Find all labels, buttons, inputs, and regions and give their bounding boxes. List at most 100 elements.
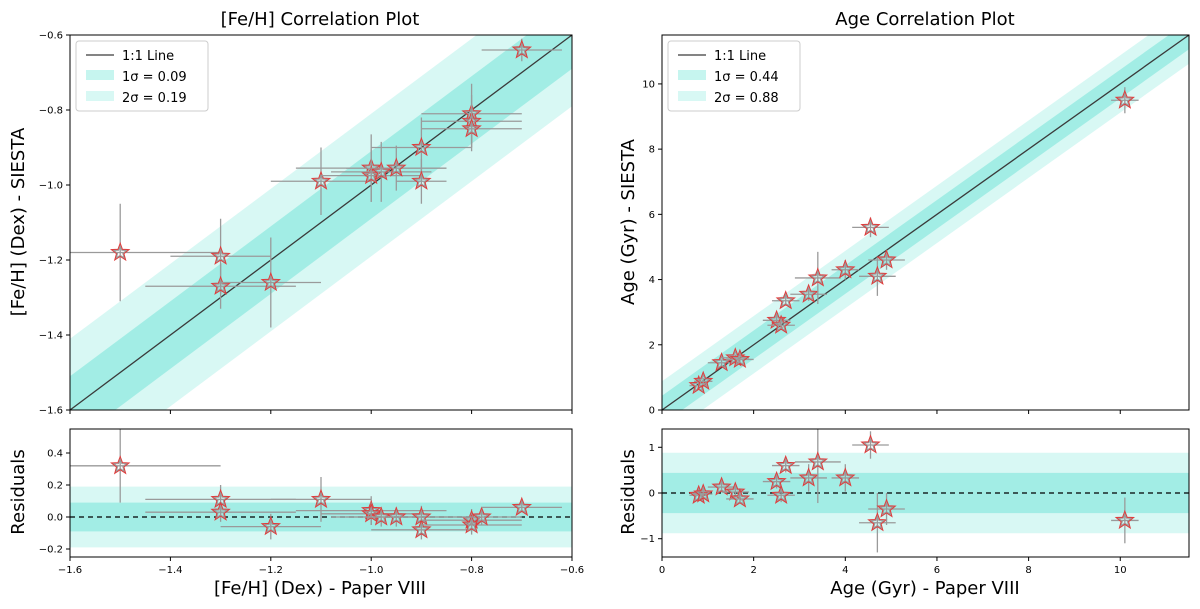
feh-xtick-label: −1.0 bbox=[359, 565, 383, 576]
age-point-star bbox=[860, 216, 881, 237]
age-point-star bbox=[835, 259, 856, 279]
feh-ytick-label: −1.6 bbox=[39, 406, 63, 417]
age-residual-star bbox=[729, 488, 751, 508]
feh-res-ytick-label: −0.2 bbox=[39, 545, 63, 556]
feh-residual-star bbox=[471, 506, 492, 526]
age-residual-star-inner bbox=[879, 501, 895, 516]
feh-legend: 1:1 Line 1σ = 0.09 2σ = 0.19 bbox=[75, 40, 209, 112]
age-point-star-inner bbox=[732, 351, 748, 366]
age-point-star-inner bbox=[837, 261, 853, 277]
feh-residual-star bbox=[386, 506, 407, 526]
feh-point-star bbox=[260, 271, 282, 292]
age-residual-point bbox=[762, 470, 791, 491]
age-residual-star-inner bbox=[695, 485, 711, 501]
feh-residual-panel: Residuals [Fe/H] (Dex) - Paper VIII −0.2… bbox=[8, 428, 584, 599]
age-xtick-label: 2 bbox=[750, 565, 756, 576]
age-residual-ylabel: Residuals bbox=[618, 449, 639, 534]
feh-residual-ylabel: Residuals bbox=[8, 449, 29, 534]
age-ytick-label: 2 bbox=[649, 340, 655, 351]
age-point-star bbox=[807, 267, 829, 287]
age-point bbox=[693, 370, 714, 390]
feh-point-star bbox=[411, 170, 432, 190]
feh-point-star bbox=[371, 161, 392, 181]
age-residual-star bbox=[1114, 509, 1136, 530]
feh-legend-box bbox=[75, 40, 209, 112]
feh-residual-star-inner bbox=[112, 457, 128, 473]
feh-res-plot-area bbox=[70, 429, 572, 548]
age-residual-star bbox=[798, 467, 819, 487]
age-residual-star bbox=[867, 512, 888, 532]
feh-point-star bbox=[210, 245, 231, 265]
feh-point-star-inner bbox=[413, 173, 429, 188]
feh-one-to-one-line bbox=[70, 35, 572, 410]
feh-legend-label: 1:1 Line bbox=[122, 49, 174, 64]
age-point-star bbox=[688, 374, 709, 395]
age-point-star-inner bbox=[869, 268, 885, 283]
age-point-star-inner bbox=[714, 354, 730, 370]
feh-point-star-inner bbox=[313, 173, 329, 188]
age-point bbox=[868, 249, 905, 270]
feh-legend-label: 2σ = 0.19 bbox=[122, 91, 187, 106]
feh-xtick-label: −1.2 bbox=[259, 565, 283, 576]
feh-residual-star bbox=[411, 519, 432, 539]
age-res-ytick-label: −1 bbox=[640, 534, 655, 545]
age-residual-star bbox=[807, 451, 829, 471]
age-residual-star-inner bbox=[837, 469, 853, 485]
feh-residual-point bbox=[441, 506, 522, 526]
feh-xtick-label: −1.6 bbox=[58, 565, 82, 576]
age-residual-star bbox=[711, 476, 732, 496]
feh-residual-star bbox=[210, 501, 231, 521]
age-point bbox=[794, 251, 841, 305]
feh-residual-star bbox=[511, 496, 533, 517]
age-point-star-inner bbox=[879, 252, 895, 267]
age-point bbox=[790, 283, 827, 303]
age-residual-star-inner bbox=[732, 490, 748, 506]
age-legend-2sigma-swatch bbox=[678, 91, 706, 101]
age-residual-star-inner bbox=[801, 469, 817, 485]
age-main-frame bbox=[661, 34, 1190, 411]
age-point bbox=[831, 259, 860, 280]
feh-point bbox=[421, 106, 522, 152]
age-ytick-label: 6 bbox=[649, 210, 655, 221]
age-xlabel: Age (Gyr) - Paper VIII bbox=[830, 578, 1019, 599]
feh-point-star-inner bbox=[388, 160, 404, 175]
feh-ytick-label: −0.8 bbox=[39, 106, 63, 117]
feh-ytick-label: −1.4 bbox=[39, 331, 63, 342]
age-point bbox=[767, 314, 795, 334]
age-point bbox=[726, 348, 754, 369]
feh-residual-star-inner bbox=[373, 509, 389, 524]
age-ytick-label: 8 bbox=[649, 145, 655, 156]
age-point bbox=[852, 216, 889, 238]
feh-main-frame bbox=[69, 34, 573, 411]
feh-point bbox=[70, 203, 221, 302]
age-legend-label: 1σ = 0.44 bbox=[714, 70, 779, 85]
age-residual-star bbox=[771, 484, 792, 504]
age-residual-star-inner bbox=[769, 473, 785, 488]
feh-res-ytick-label: 0.2 bbox=[47, 481, 63, 492]
age-residual-point bbox=[771, 454, 800, 475]
feh-point-star bbox=[210, 275, 231, 295]
age-legend: 1:1 Line 1σ = 0.44 2σ = 0.88 bbox=[667, 40, 801, 112]
age-xtick-label: 6 bbox=[934, 565, 940, 576]
feh-residual-star-inner bbox=[263, 518, 279, 534]
feh-point-star bbox=[511, 39, 533, 59]
age-xtick-label: 0 bbox=[659, 565, 665, 576]
feh-point bbox=[481, 38, 562, 62]
feh-point-star-inner bbox=[373, 163, 389, 179]
age-point-star bbox=[775, 290, 796, 310]
age-residual-point bbox=[767, 484, 795, 504]
age-residual-star-inner bbox=[869, 514, 885, 530]
feh-ytick-label: −1.0 bbox=[39, 181, 63, 192]
feh-res-ytick-label: 0.0 bbox=[47, 513, 63, 524]
age-residual-star-inner bbox=[862, 437, 879, 452]
feh-point bbox=[220, 237, 321, 328]
age-xtick-label: 4 bbox=[842, 565, 848, 576]
age-residual-point bbox=[1111, 497, 1139, 544]
age-residual-star-inner bbox=[1117, 512, 1133, 527]
age-ytick-label: 0 bbox=[649, 406, 655, 417]
age-point-star bbox=[729, 348, 751, 369]
feh-main-plot-area bbox=[70, 35, 572, 410]
age-residual-point bbox=[831, 464, 860, 492]
feh-point-star-inner bbox=[112, 244, 128, 259]
